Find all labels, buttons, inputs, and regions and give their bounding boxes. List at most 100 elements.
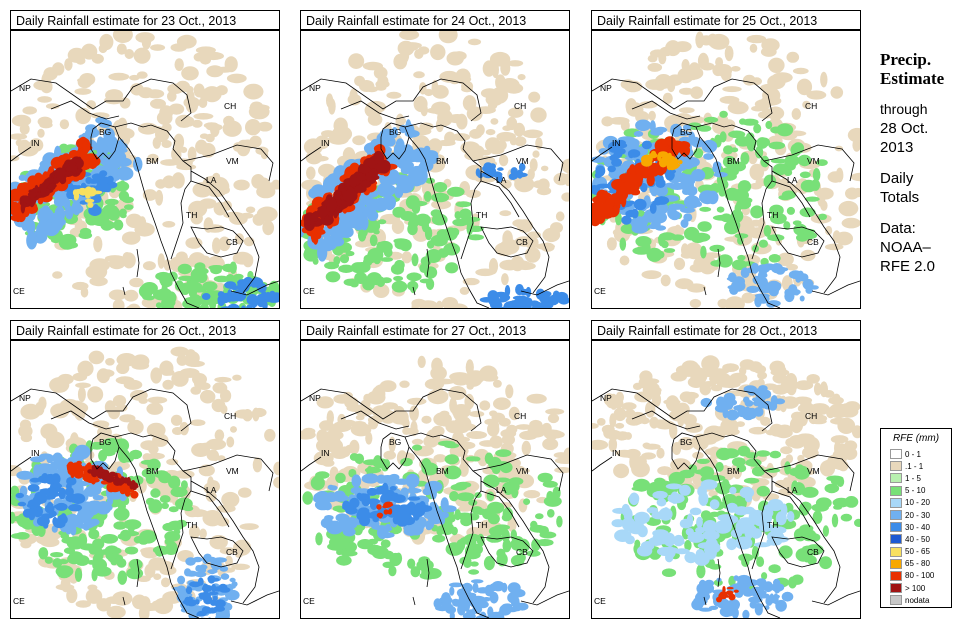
rain-patch-10-20: [685, 528, 694, 536]
country-label: CB: [807, 547, 819, 557]
light-rain-patch: [459, 286, 470, 295]
light-rain-patch: [528, 91, 541, 103]
country-label: CH: [224, 101, 236, 111]
light-rain-patch: [203, 51, 224, 61]
rain-patch-5-10: [716, 206, 725, 213]
rain-patch-20-30: [184, 568, 192, 577]
light-rain-patch: [226, 436, 235, 448]
map-panel-1: Daily Rainfall estimate for 23 Oct., 201…: [10, 10, 282, 310]
light-rain-patch: [749, 43, 758, 53]
country-label: NP: [600, 393, 612, 403]
country-label: NP: [19, 393, 31, 403]
rain-patch-5-10: [100, 534, 119, 544]
rain-patch-20-30: [486, 614, 496, 618]
rain-patch-5-10: [723, 145, 734, 155]
light-rain-patch: [168, 103, 185, 115]
legend-label: 10 - 20: [905, 498, 930, 508]
rain-patch-20-30: [16, 470, 34, 480]
rain-patch-80-100: [76, 460, 82, 465]
rain-patch-5-10: [459, 208, 472, 220]
rain-patch-20-30: [771, 263, 783, 274]
rain-patch-80-100: [11, 199, 13, 207]
rain-patch-5-10: [765, 120, 773, 130]
rain-patch-5-10: [180, 480, 188, 490]
country-label: VM: [516, 156, 529, 166]
light-rain-patch: [592, 439, 609, 450]
rain-patch-20-30: [755, 578, 767, 587]
map-panel-2: Daily Rainfall estimate for 24 Oct., 201…: [300, 10, 572, 310]
rain-patch-5-10: [376, 276, 386, 288]
light-rain-patch: [85, 588, 103, 604]
light-rain-patch: [721, 428, 740, 436]
legend-swatch: [890, 570, 902, 581]
rain-patch-5-10: [373, 229, 380, 235]
rain-patch-5-10: [737, 254, 746, 261]
light-rain-patch: [132, 354, 150, 369]
light-rain-patch: [108, 72, 130, 81]
rain-patch-5-10: [778, 545, 793, 559]
rain-patch-10-20: [726, 538, 738, 551]
light-rain-patch: [561, 158, 569, 174]
legend-label: 80 - 100: [905, 571, 935, 581]
rain-patch-20-30: [405, 473, 420, 488]
rain-patch-20-30: [376, 474, 387, 484]
light-rain-patch: [597, 418, 606, 426]
light-rain-patch: [398, 117, 407, 125]
light-rain-patch: [493, 379, 502, 388]
border-line: [751, 148, 773, 260]
light-rain-patch: [105, 358, 115, 366]
country-label: TH: [186, 520, 197, 530]
light-rain-patch: [75, 107, 92, 125]
rain-patch-80-100: [668, 146, 682, 154]
rain-patch-5-10: [756, 485, 770, 497]
country-label: CH: [805, 101, 817, 111]
rain-patch-5-10: [155, 302, 163, 308]
rain-patch-10-20: [709, 499, 720, 510]
rain-patch-5-10: [444, 454, 459, 465]
light-rain-patch: [273, 461, 279, 476]
light-rain-patch: [532, 180, 548, 189]
light-rain-patch: [647, 54, 658, 63]
light-rain-patch: [435, 300, 443, 308]
rain-patch-20-30: [381, 182, 391, 198]
rain-patch-20-30: [423, 145, 431, 153]
light-rain-patch: [522, 129, 543, 139]
rain-patch-20-30: [748, 596, 763, 604]
rain-patch-over-100: [115, 477, 121, 483]
light-rain-patch: [98, 369, 115, 378]
light-rain-patch: [209, 535, 228, 550]
rain-patch-30-40: [187, 596, 193, 602]
border-line: [426, 248, 430, 278]
light-rain-patch: [106, 605, 126, 618]
border-line: [11, 78, 192, 122]
legend-entry: 40 - 50: [890, 533, 951, 545]
rain-patch-5-10: [718, 187, 726, 197]
rain-patch-20-30: [752, 603, 764, 609]
rain-patch-5-10: [88, 546, 99, 555]
rain-patch-5-10: [791, 574, 804, 585]
light-rain-patch: [772, 373, 788, 384]
legend-label: 40 - 50: [905, 534, 930, 544]
country-label: VM: [226, 156, 239, 166]
light-rain-patch: [690, 86, 703, 99]
border-line: [380, 122, 410, 160]
light-rain-patch: [409, 405, 419, 422]
border-line: [190, 480, 260, 604]
light-rain-patch: [498, 154, 509, 167]
border-line: [122, 286, 126, 296]
light-rain-patch: [124, 49, 135, 59]
rainfall-map: NP CH IN BG BM VM LA TH CB CE: [300, 340, 570, 619]
rain-patch-over-100: [109, 471, 116, 477]
border-line: [301, 146, 322, 162]
rain-patch-20-30: [351, 474, 362, 488]
rain-patch-10-20: [753, 542, 771, 548]
rain-patch-20-30: [680, 207, 696, 213]
rain-patch-20-30: [383, 194, 396, 211]
light-rain-patch: [306, 166, 316, 180]
rain-patch-20-30: [89, 504, 98, 510]
rain-patch-30-40: [68, 495, 79, 501]
rain-patch-5-10: [89, 441, 105, 450]
country-label: LA: [206, 485, 217, 495]
rain-patch-30-40: [617, 142, 628, 149]
